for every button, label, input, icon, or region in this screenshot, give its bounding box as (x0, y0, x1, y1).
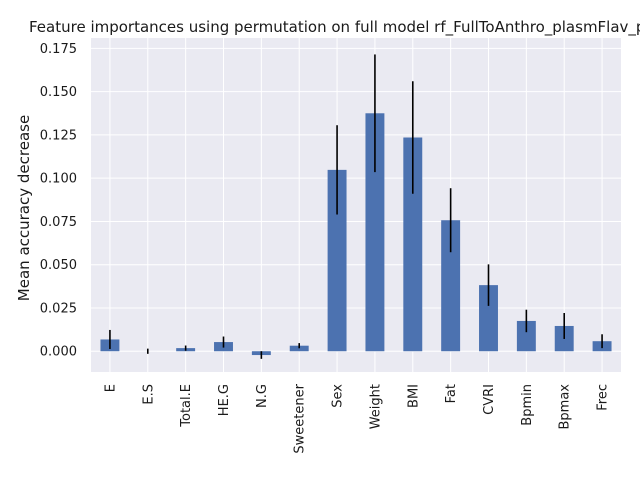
x-tick-label: Fat (444, 384, 459, 403)
x-tick-label: Bpmin (520, 384, 535, 426)
bar-bmi (403, 137, 423, 352)
x-tick-label: Sweetener (293, 383, 308, 453)
y-tick-label: 0.075 (40, 215, 77, 230)
y-ticks: 0.000 0.025 0.050 0.075 0.100 0.125 0.150 0.175 (40, 42, 77, 360)
bar-bpmin (516, 320, 536, 352)
bar-cvri (479, 285, 498, 352)
y-axis-label: Mean accuracy decrease (15, 115, 33, 301)
y-tick-label: 0.125 (40, 128, 77, 143)
y-tick-label: 0.175 (40, 42, 77, 57)
x-tick-label: E.S (141, 384, 156, 405)
y-tick-label: 0.100 (40, 172, 77, 187)
y-tick-label: 0.050 (40, 258, 77, 273)
x-tick-label: Frec (596, 384, 611, 411)
x-tick-label: Sex (331, 384, 346, 408)
bar-weight (365, 113, 385, 352)
x-tick-label: Bpmax (558, 384, 573, 430)
x-tick-label: BMI (406, 384, 421, 408)
x-tick-label: E (103, 384, 118, 392)
y-tick-label: 0.150 (40, 85, 77, 100)
y-tick-label: 0.025 (40, 301, 77, 316)
bar-fat (441, 220, 461, 352)
bar-sex (327, 169, 347, 352)
x-tick-label: N.G (255, 384, 270, 408)
chart-title: Feature importances using permutation on… (29, 18, 640, 37)
error-bars (109, 54, 603, 359)
x-tick-label: Weight (368, 384, 383, 429)
y-tick-label: 0.000 (40, 345, 77, 360)
x-tick-label: Total.E (179, 384, 194, 428)
x-tick-label: CVRI (482, 384, 497, 415)
x-ticks: E E.S Total.E HE.G N.G Sweetener Sex Weight BMI F… (103, 383, 610, 453)
plot-area (91, 38, 621, 372)
x-tick-label: HE.G (217, 384, 232, 416)
bar-sweetener (289, 345, 309, 352)
